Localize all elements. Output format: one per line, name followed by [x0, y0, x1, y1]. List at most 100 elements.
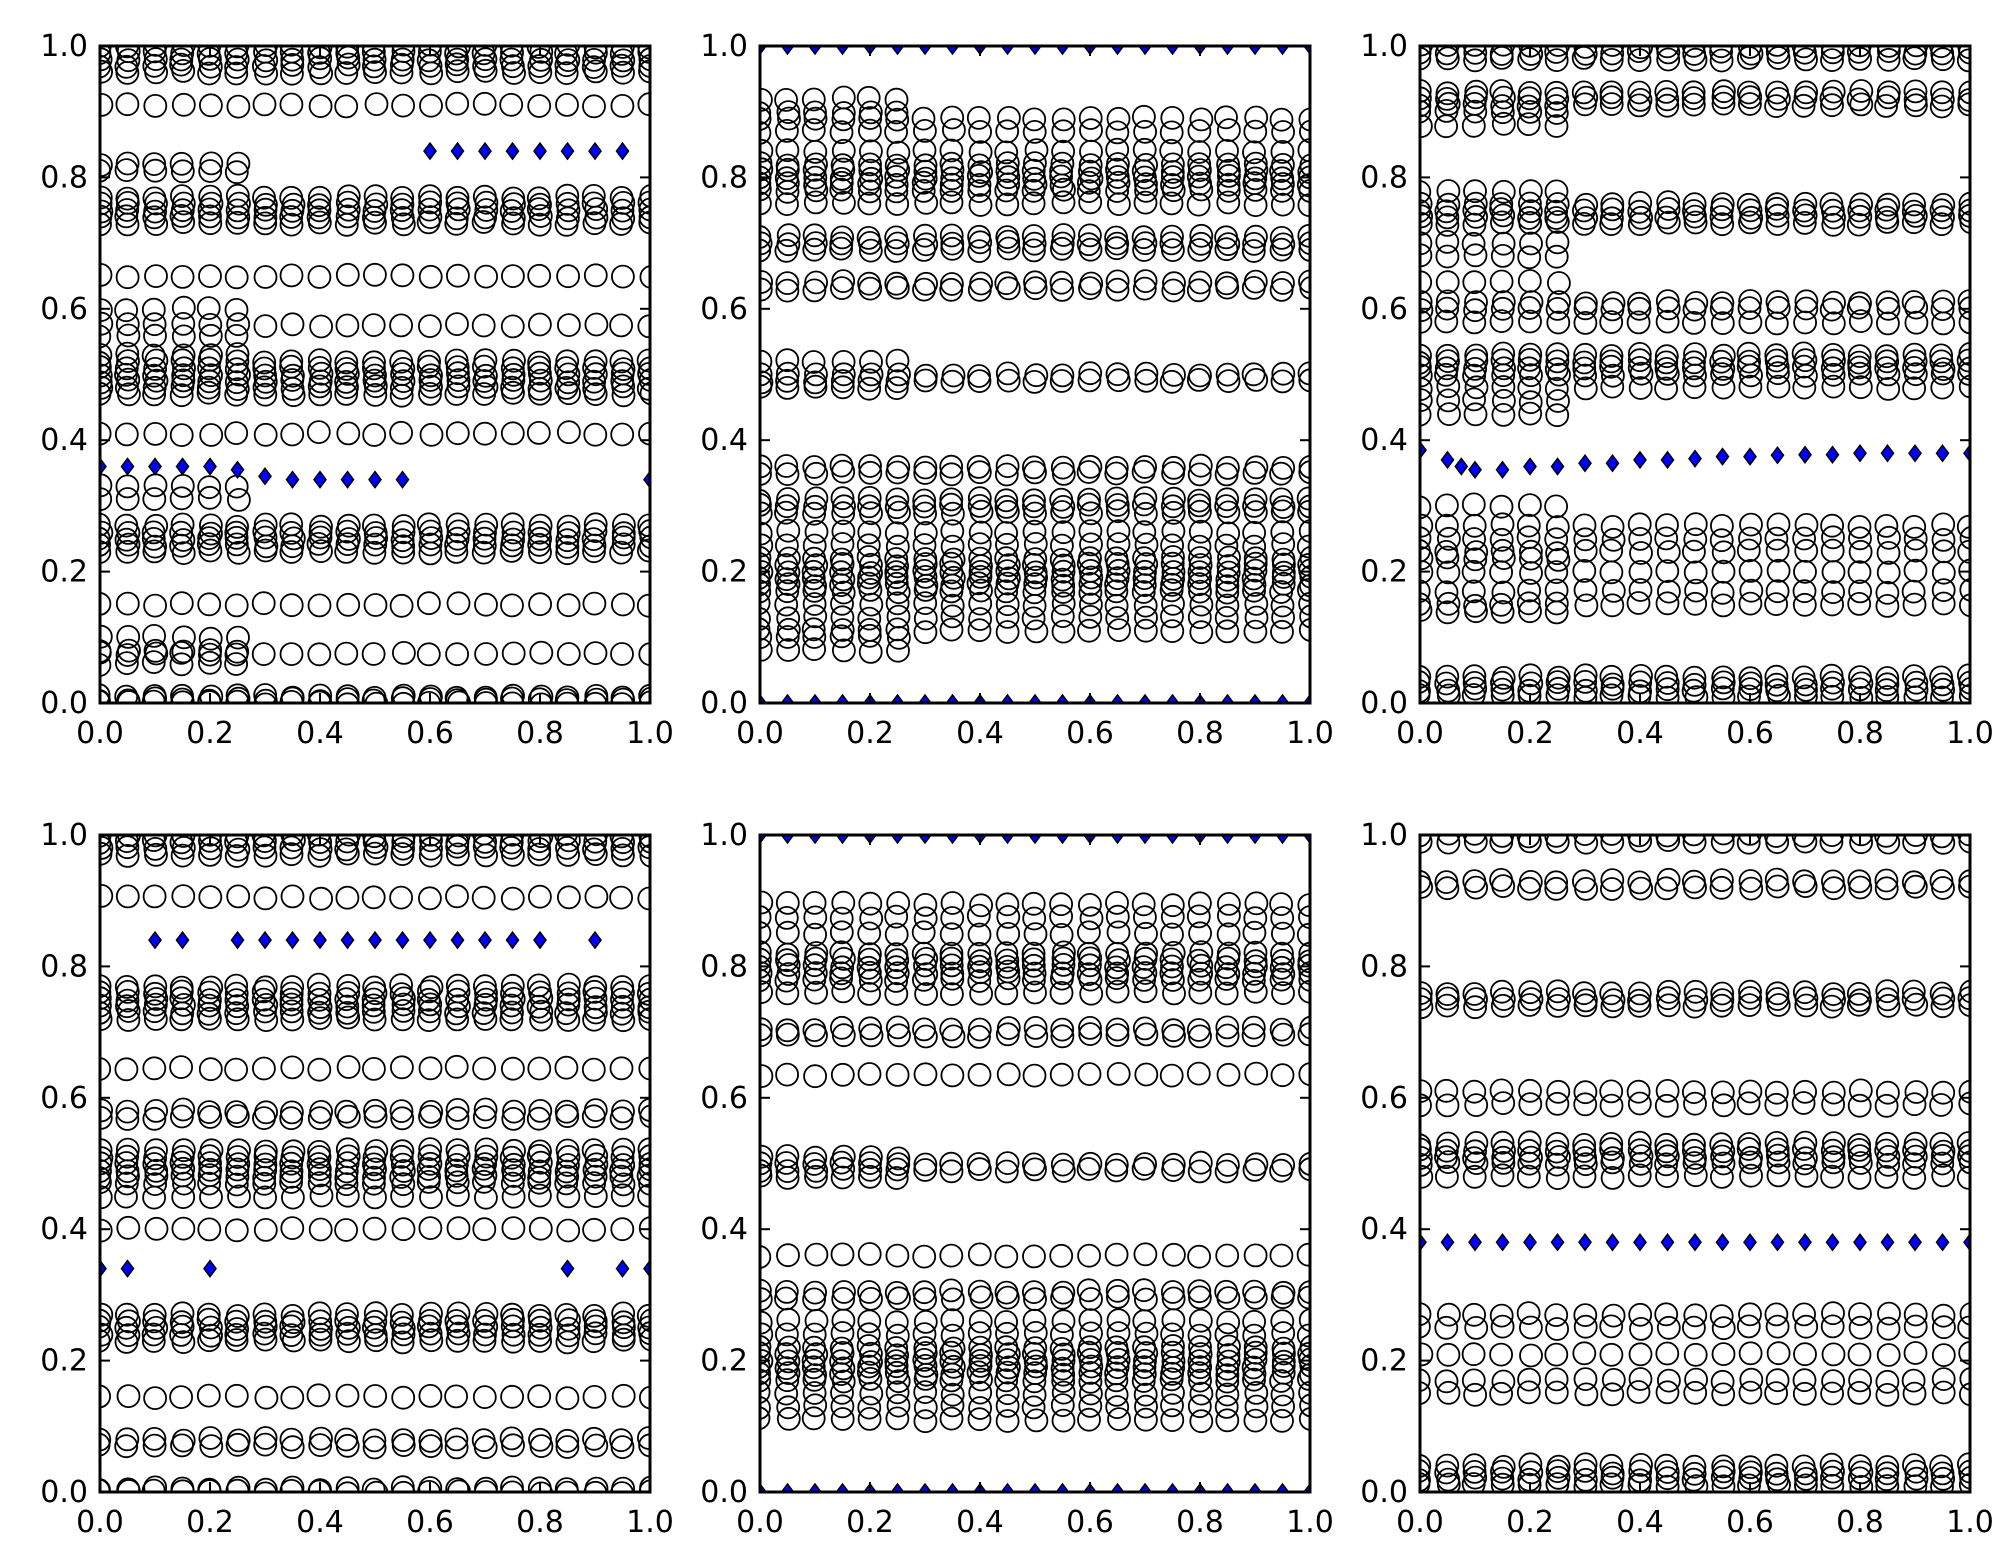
- circle-point: [1544, 94, 1569, 118]
- circle-point: [1436, 835, 1461, 855]
- circle-point: [1654, 664, 1679, 689]
- circle-point: [253, 975, 278, 1000]
- circle-point: [141, 1329, 166, 1353]
- circle-point: [1434, 870, 1459, 894]
- circle-point: [1299, 573, 1310, 598]
- circle-point: [913, 1395, 938, 1420]
- circle-point: [307, 265, 332, 289]
- circle-point: [226, 151, 251, 176]
- circle-point: [1683, 1163, 1708, 1188]
- circle-point: [115, 1137, 140, 1162]
- circle-point: [417, 197, 442, 222]
- circle-point: [884, 1360, 909, 1385]
- circle-point: [1794, 1467, 1818, 1491]
- circle-point: [445, 1138, 470, 1162]
- circle-point: [913, 118, 937, 143]
- circle-point: [913, 153, 938, 178]
- circle-point: [802, 533, 827, 558]
- circle-point: [1518, 309, 1542, 334]
- circle-point: [582, 94, 606, 119]
- circle-point: [1820, 356, 1845, 381]
- circle-point: [1049, 1337, 1074, 1361]
- circle-point: [1573, 1452, 1598, 1477]
- circle-point: [224, 593, 249, 618]
- circle-point: [389, 593, 414, 618]
- circle-point: [224, 981, 249, 1006]
- circle-point: [336, 513, 361, 538]
- circle-point: [253, 1185, 278, 1210]
- circle-point: [1188, 1342, 1213, 1366]
- circle-point: [225, 377, 250, 402]
- circle-point: [197, 688, 222, 703]
- circle-point: [611, 521, 636, 546]
- circle-point: [1244, 1061, 1269, 1086]
- diamond-point: [1468, 460, 1482, 480]
- circle-point: [639, 1385, 650, 1410]
- circle-point: [1600, 868, 1625, 892]
- circle-point: [1437, 526, 1461, 551]
- circle-point: [804, 941, 829, 965]
- circle-point: [141, 297, 166, 322]
- circle-point: [1298, 269, 1310, 294]
- circle-point: [1959, 526, 1970, 550]
- diamond-point: [835, 693, 850, 703]
- circle-point: [527, 1159, 552, 1184]
- diamond-point: [918, 693, 932, 703]
- circle-point: [1573, 663, 1598, 688]
- diamond-point: [945, 1482, 960, 1492]
- circle-point: [529, 692, 554, 703]
- circle-point: [527, 687, 552, 703]
- circle-point: [1518, 1092, 1543, 1116]
- circle-point: [224, 297, 249, 322]
- circle-point: [526, 420, 551, 445]
- circle-point: [143, 837, 168, 861]
- circle-point: [1516, 112, 1541, 136]
- circle-point: [1517, 269, 1542, 293]
- circle-point: [1958, 874, 1970, 899]
- circle-point: [760, 1361, 771, 1386]
- circle-point: [1244, 367, 1269, 392]
- circle-point: [336, 1055, 361, 1079]
- diamond-point: [1853, 444, 1867, 463]
- circle-point: [1655, 1164, 1679, 1188]
- circle-point: [1544, 600, 1569, 625]
- circle-point: [1188, 453, 1213, 478]
- circle-point: [940, 1063, 965, 1088]
- circle-point: [804, 270, 828, 295]
- circle-point: [582, 1426, 606, 1451]
- circle-point: [1242, 520, 1266, 545]
- circle-point: [1162, 981, 1186, 1006]
- y-tick-label: 0.4: [700, 1212, 748, 1247]
- circle-point: [1161, 1152, 1186, 1177]
- circle-point: [638, 197, 650, 222]
- circle-point: [1544, 80, 1569, 105]
- circle-point: [527, 1476, 552, 1492]
- circle-point: [581, 183, 606, 208]
- circle-point: [100, 1478, 111, 1492]
- circle-point: [474, 592, 498, 617]
- circle-point: [418, 1476, 443, 1492]
- circle-point: [1105, 1395, 1130, 1419]
- circle-point: [363, 1185, 387, 1210]
- circle-point: [1710, 291, 1735, 316]
- circle-point: [1076, 232, 1101, 257]
- circle-point: [886, 891, 911, 915]
- circle-point: [939, 551, 964, 576]
- circle-point: [143, 199, 168, 224]
- circle-point: [777, 546, 801, 571]
- circle-point: [254, 48, 279, 73]
- circle-point: [279, 992, 304, 1017]
- circle-point: [1874, 868, 1899, 893]
- circle-point: [1132, 137, 1157, 162]
- circle-point: [1875, 580, 1900, 605]
- circle-point: [967, 179, 992, 204]
- circle-point: [1903, 1314, 1928, 1339]
- circle-point: [419, 1301, 443, 1326]
- diamond-point: [1110, 46, 1125, 56]
- circle-point: [1682, 1080, 1706, 1104]
- circle-point: [171, 625, 196, 650]
- circle-point: [502, 61, 526, 85]
- circle-point: [528, 592, 552, 617]
- circle-point: [1217, 892, 1241, 916]
- circle-point: [638, 356, 650, 381]
